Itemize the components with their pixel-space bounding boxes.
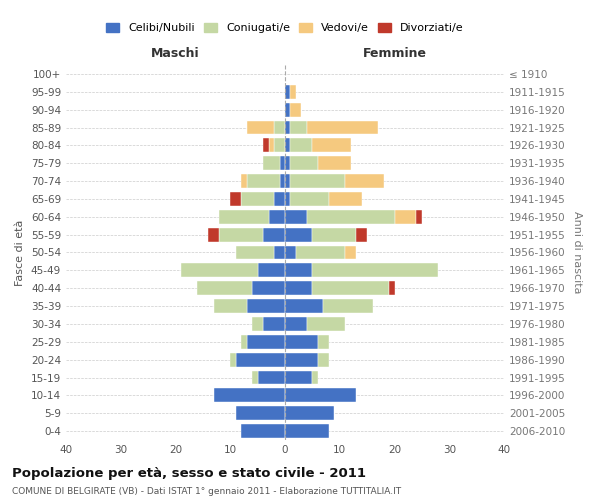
Bar <box>252 370 257 384</box>
Bar <box>285 352 318 366</box>
Bar <box>269 138 274 152</box>
Bar <box>181 264 257 278</box>
Bar <box>290 85 296 99</box>
Bar <box>345 246 356 260</box>
Bar <box>395 210 416 224</box>
Bar <box>280 174 285 188</box>
Bar <box>241 192 274 206</box>
Y-axis label: Fasce di età: Fasce di età <box>16 220 25 286</box>
Bar <box>285 246 296 260</box>
Bar <box>241 424 285 438</box>
Bar <box>329 192 362 206</box>
Bar <box>263 317 285 331</box>
Bar <box>285 299 323 313</box>
Bar <box>313 281 389 295</box>
Bar <box>285 335 318 349</box>
Bar <box>307 317 345 331</box>
Bar <box>285 317 307 331</box>
Bar <box>296 246 345 260</box>
Bar <box>313 138 350 152</box>
Text: Popolazione per età, sesso e stato civile - 2011: Popolazione per età, sesso e stato civil… <box>12 468 366 480</box>
Bar <box>274 246 285 260</box>
Bar <box>214 388 285 402</box>
Bar <box>307 210 395 224</box>
Bar <box>285 424 329 438</box>
Bar <box>220 210 269 224</box>
Bar <box>285 228 313 241</box>
Bar <box>285 406 334 420</box>
Bar <box>274 138 285 152</box>
Bar <box>285 85 290 99</box>
Bar <box>285 370 313 384</box>
Bar <box>285 192 290 206</box>
Bar <box>197 281 252 295</box>
Bar <box>220 228 263 241</box>
Bar <box>285 210 307 224</box>
Bar <box>313 228 356 241</box>
Bar <box>290 174 345 188</box>
Bar <box>323 299 373 313</box>
Bar <box>274 120 285 134</box>
Bar <box>285 120 290 134</box>
Bar <box>241 335 247 349</box>
Bar <box>285 102 290 117</box>
Bar <box>356 228 367 241</box>
Text: Maschi: Maschi <box>151 46 200 60</box>
Bar <box>247 335 285 349</box>
Bar <box>247 174 280 188</box>
Bar <box>313 370 318 384</box>
Text: COMUNE DI BELGIRATE (VB) - Dati ISTAT 1° gennaio 2011 - Elaborazione TUTTITALIA.: COMUNE DI BELGIRATE (VB) - Dati ISTAT 1°… <box>12 488 401 496</box>
Bar <box>236 406 285 420</box>
Bar <box>290 156 318 170</box>
Bar <box>318 352 329 366</box>
Bar <box>290 120 307 134</box>
Legend: Celibi/Nubili, Coniugati/e, Vedovi/e, Divorziati/e: Celibi/Nubili, Coniugati/e, Vedovi/e, Di… <box>102 18 468 38</box>
Bar <box>236 246 274 260</box>
Bar <box>389 281 395 295</box>
Bar <box>252 281 285 295</box>
Bar <box>208 228 220 241</box>
Bar <box>290 102 301 117</box>
Bar <box>247 120 274 134</box>
Bar <box>252 317 263 331</box>
Bar <box>318 156 351 170</box>
Bar <box>263 138 269 152</box>
Bar <box>241 174 247 188</box>
Bar <box>269 210 285 224</box>
Bar <box>345 174 383 188</box>
Bar <box>285 281 313 295</box>
Bar <box>290 138 313 152</box>
Bar <box>285 138 290 152</box>
Bar <box>263 228 285 241</box>
Bar <box>257 370 285 384</box>
Bar <box>214 299 247 313</box>
Bar <box>274 192 285 206</box>
Bar <box>230 352 236 366</box>
Bar <box>236 352 285 366</box>
Bar <box>280 156 285 170</box>
Bar <box>313 264 438 278</box>
Bar <box>416 210 422 224</box>
Bar <box>247 299 285 313</box>
Bar <box>285 388 356 402</box>
Bar <box>230 192 241 206</box>
Bar <box>285 156 290 170</box>
Bar <box>285 264 313 278</box>
Bar <box>307 120 378 134</box>
Bar <box>318 335 329 349</box>
Bar <box>257 264 285 278</box>
Bar <box>290 192 329 206</box>
Bar <box>285 174 290 188</box>
Y-axis label: Anni di nascita: Anni di nascita <box>572 211 582 294</box>
Bar <box>263 156 280 170</box>
Text: Femmine: Femmine <box>362 46 427 60</box>
